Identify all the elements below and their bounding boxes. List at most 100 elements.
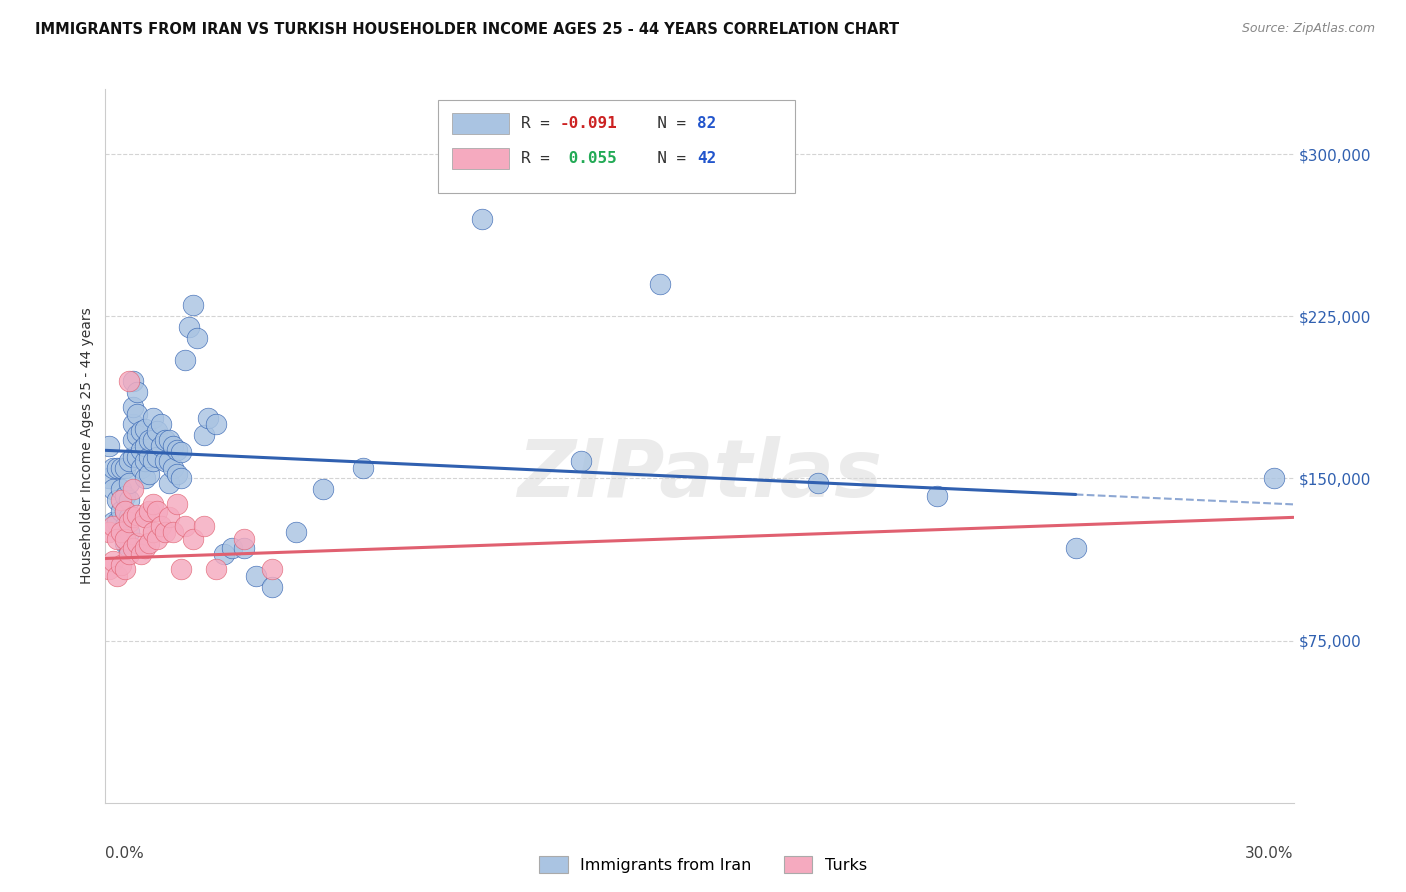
Point (118, 454, 141, 468)
Point (146, 504, 169, 518)
Point (114, 460, 136, 475)
Point (118, 547, 141, 561)
Point (138, 450, 160, 464)
Point (127, 428, 149, 442)
Point (134, 454, 156, 468)
Point (186, 331, 208, 345)
Point (129, 443, 152, 458)
Point (162, 460, 184, 475)
Point (134, 541, 156, 555)
Point (807, 475, 830, 490)
Point (138, 504, 160, 518)
Point (105, 493, 128, 508)
FancyBboxPatch shape (453, 148, 509, 169)
Point (110, 493, 132, 508)
Point (114, 504, 136, 518)
FancyBboxPatch shape (439, 100, 794, 193)
Point (153, 525, 176, 540)
Point (127, 536, 149, 550)
Point (157, 454, 180, 468)
Text: 42: 42 (697, 151, 717, 166)
Text: N =: N = (638, 151, 696, 166)
Point (193, 428, 215, 442)
Point (173, 519, 195, 533)
Text: IMMIGRANTS FROM IRAN VS TURKISH HOUSEHOLDER INCOME AGES 25 - 44 YEARS CORRELATIO: IMMIGRANTS FROM IRAN VS TURKISH HOUSEHOL… (35, 22, 900, 37)
Text: R =: R = (522, 116, 560, 131)
Point (129, 519, 152, 533)
Point (648, 277, 671, 291)
Point (471, 211, 494, 226)
Point (312, 482, 335, 496)
Point (134, 439, 156, 453)
Point (134, 422, 156, 436)
Point (103, 482, 125, 496)
Point (260, 580, 283, 594)
Point (129, 547, 152, 561)
Point (205, 417, 228, 432)
Point (177, 320, 200, 334)
Point (110, 525, 132, 540)
Point (98, 471, 121, 485)
Point (142, 410, 165, 425)
Point (103, 515, 125, 529)
Point (105, 515, 128, 529)
Point (122, 417, 145, 432)
Point (142, 497, 165, 511)
Text: 82: 82 (697, 116, 717, 131)
Point (162, 439, 184, 453)
Point (114, 532, 136, 546)
Point (114, 562, 136, 576)
Point (153, 454, 176, 468)
Point (110, 504, 132, 518)
Text: ZIPatlas: ZIPatlas (517, 435, 882, 514)
Point (118, 541, 141, 555)
Point (127, 407, 149, 421)
Text: N =: N = (638, 116, 696, 131)
Point (105, 460, 128, 475)
Point (98, 525, 121, 540)
Point (233, 532, 256, 546)
Point (110, 525, 132, 540)
Point (129, 460, 152, 475)
Point (569, 454, 592, 468)
Point (127, 450, 149, 464)
Point (173, 352, 195, 367)
Point (118, 510, 141, 524)
Text: 0.0%: 0.0% (105, 846, 145, 861)
Point (170, 445, 193, 459)
Point (98, 439, 121, 453)
Text: 30.0%: 30.0% (1246, 846, 1294, 861)
Point (260, 562, 283, 576)
Point (1064, 541, 1087, 555)
Point (114, 536, 136, 550)
Point (129, 424, 152, 438)
Point (103, 553, 125, 567)
Point (146, 450, 169, 464)
Point (110, 558, 132, 572)
Point (105, 568, 128, 582)
Point (122, 400, 145, 414)
Point (181, 298, 204, 312)
Point (134, 471, 156, 485)
Point (122, 450, 145, 464)
Point (122, 482, 145, 496)
Point (197, 410, 219, 425)
Point (166, 467, 188, 482)
Point (233, 541, 256, 555)
Point (122, 510, 145, 524)
Point (138, 433, 160, 447)
Point (142, 454, 165, 468)
Point (157, 475, 180, 490)
Point (166, 443, 188, 458)
Point (103, 460, 125, 475)
Point (110, 460, 132, 475)
Point (157, 510, 180, 524)
Text: Source: ZipAtlas.com: Source: ZipAtlas.com (1241, 22, 1375, 36)
Point (157, 433, 180, 447)
Point (146, 424, 169, 438)
Point (103, 519, 125, 533)
Point (170, 562, 193, 576)
Point (166, 497, 188, 511)
Point (142, 433, 165, 447)
Point (138, 536, 160, 550)
